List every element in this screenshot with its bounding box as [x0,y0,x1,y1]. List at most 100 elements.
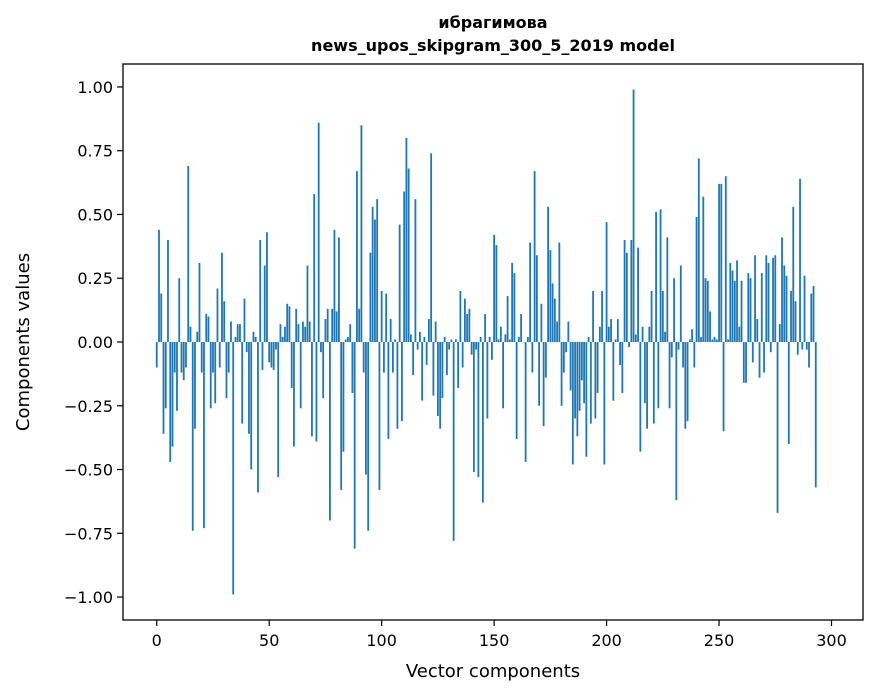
bar-215 [639,342,642,452]
bar-173 [544,342,547,378]
bar-23 [207,316,210,342]
bar-214 [637,247,639,342]
bar-219 [648,326,651,342]
bar-195 [594,342,597,419]
bar-145 [481,342,484,503]
bar-129 [445,342,448,376]
bar-119 [423,336,426,342]
bar-270 [763,342,765,373]
bar-21 [203,342,205,529]
x-tick-label: 100 [366,631,397,650]
bar-113 [410,334,412,342]
bar-282 [790,290,792,342]
bar-63 [297,324,300,342]
bar-130 [448,342,451,350]
bar-94 [367,342,370,531]
bar-230 [673,278,675,342]
bar-117 [419,331,421,342]
bar-171 [540,303,543,342]
bar-2 [160,293,163,342]
bar-293 [814,342,817,488]
bar-273 [769,342,772,353]
bar-250 [718,183,720,342]
bar-272 [767,262,770,342]
bar-43 [252,331,255,342]
bar-73 [320,342,322,353]
bar-283 [792,206,795,342]
bar-97 [374,219,376,342]
bar-66 [304,326,307,342]
bar-34 [232,342,235,595]
bar-19 [198,262,201,342]
bar-196 [596,342,599,394]
bar-61 [293,342,295,447]
bar-281 [787,342,790,445]
bar-109 [401,342,403,422]
bar-33 [230,321,232,342]
bar-75 [324,319,327,342]
bar-152 [497,339,500,342]
bar-85 [347,336,349,342]
bar-262 [745,342,747,383]
bar-77 [329,342,331,521]
bar-4 [164,342,167,409]
chart-subtitle: news_upos_skipgram_300_5_2019 model [311,36,675,55]
bar-80 [335,311,338,342]
bar-187 [576,342,579,437]
bar-142 [475,342,478,350]
bar-84 [344,339,347,342]
bar-56 [281,336,284,342]
bar-15 [189,326,192,342]
chart-title: ибрагимова [438,13,547,32]
bar-279 [783,265,786,342]
bar-26 [214,342,217,404]
bar-20 [200,342,203,373]
y-tick-label: −0.75 [64,524,113,543]
bar-229 [670,342,673,358]
bar-8 [173,342,176,373]
bar-139 [468,308,471,342]
bar-182 [565,342,567,353]
bar-16 [191,342,194,531]
bar-107 [396,342,399,429]
bar-120 [425,342,428,365]
bar-260 [740,280,743,342]
bar-83 [342,342,345,452]
bar-277 [778,324,781,342]
bar-256 [731,270,734,342]
y-tick-label: 0.50 [77,205,113,224]
bar-161 [517,336,520,342]
bar-175 [549,250,552,342]
bar-62 [295,308,298,342]
bar-147 [486,342,489,419]
bar-257 [733,280,736,342]
bar-102 [385,293,388,342]
bar-127 [441,342,444,399]
bar-252 [722,342,725,432]
bar-5 [167,239,169,342]
y-tick-label: −0.50 [64,461,113,480]
bar-181 [562,342,565,373]
bar-134 [457,342,460,388]
bar-288 [803,275,806,342]
bar-69 [311,342,313,437]
bar-98 [376,199,379,342]
bar-103 [387,342,390,439]
bar-79 [333,229,336,342]
bar-32 [227,342,230,373]
bar-240 [695,217,698,342]
bar-71 [315,342,318,442]
bar-249 [715,339,718,342]
bar-11 [180,342,183,373]
bar-148 [488,336,491,342]
bar-197 [598,326,601,342]
bar-183 [567,321,570,342]
bar-106 [394,339,397,342]
bar-125 [436,342,439,416]
bar-172 [542,342,545,427]
bar-287 [801,342,804,350]
bar-104 [389,319,392,342]
bar-246 [709,311,711,342]
bar-1 [158,229,160,342]
